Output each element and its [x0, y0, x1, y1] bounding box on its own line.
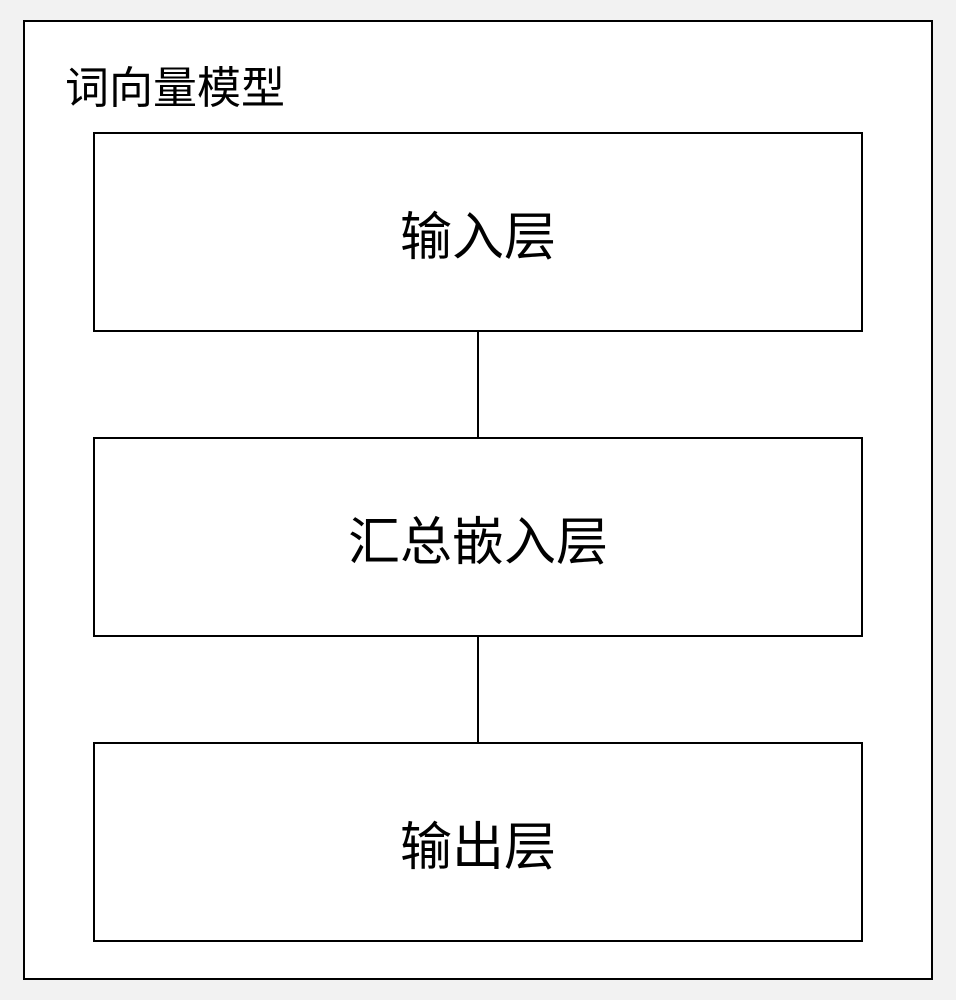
layers-wrapper: 输入层 汇总嵌入层 输出层 [95, 132, 861, 942]
layer-embedding-label: 汇总嵌入层 [348, 500, 608, 575]
connector-2 [477, 637, 479, 742]
diagram-container: 词向量模型 输入层 汇总嵌入层 输出层 [23, 20, 933, 980]
layer-output-label: 输出层 [400, 805, 556, 880]
layer-embedding: 汇总嵌入层 [93, 437, 863, 637]
layer-output: 输出层 [93, 742, 863, 942]
connector-1 [477, 332, 479, 437]
diagram-title: 词向量模型 [65, 52, 285, 116]
layer-input: 输入层 [93, 132, 863, 332]
layer-input-label: 输入层 [400, 195, 556, 270]
